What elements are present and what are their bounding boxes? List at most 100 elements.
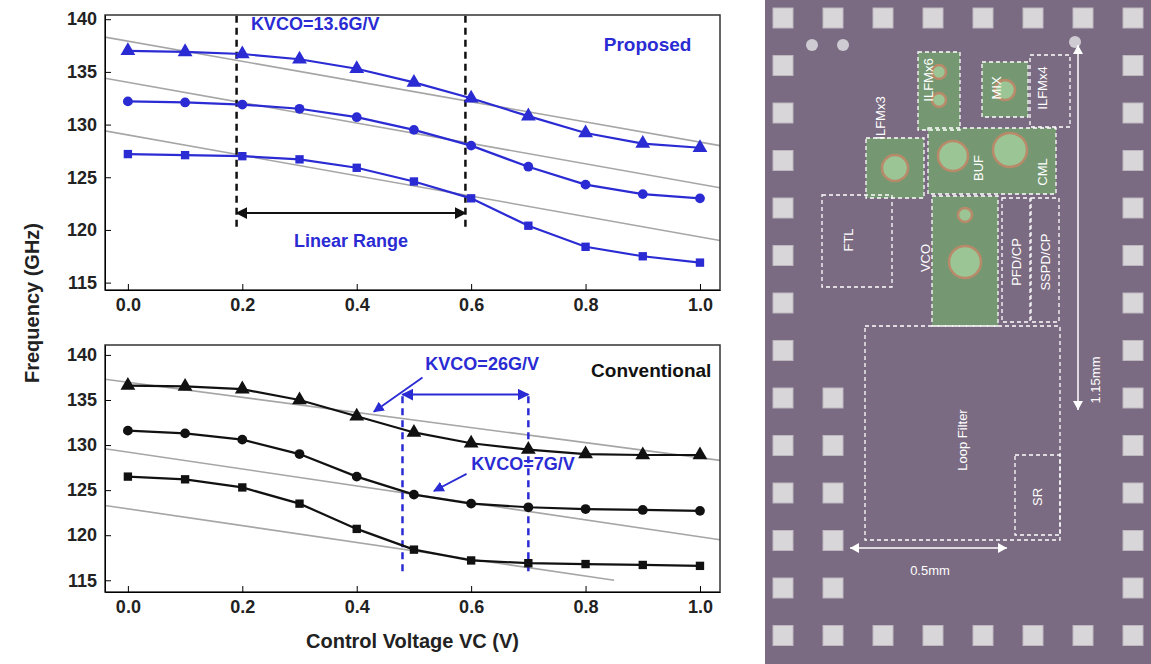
series-marker xyxy=(237,100,247,110)
circuit-block xyxy=(932,196,998,326)
series-marker xyxy=(696,562,704,570)
bond-pad xyxy=(923,8,943,28)
series-marker xyxy=(235,45,250,58)
y-tick-label: 115 xyxy=(68,571,97,591)
fit-line xyxy=(105,78,720,188)
bond-pad xyxy=(1123,56,1143,76)
series-marker xyxy=(295,449,305,459)
bond-pad xyxy=(973,626,993,646)
x-tick-mark xyxy=(357,284,358,290)
y-tick: 140 xyxy=(67,345,111,365)
y-axis-line xyxy=(105,16,106,291)
series-marker xyxy=(352,112,362,122)
block-label: BUF xyxy=(971,155,986,181)
bond-pad xyxy=(773,151,793,171)
block-outline xyxy=(866,138,924,198)
x-axis: 0.00.20.40.60.81.0 xyxy=(106,586,721,617)
series-marker xyxy=(696,258,704,266)
bond-pad xyxy=(823,388,843,408)
series-marker xyxy=(693,446,708,459)
y-tick: 135 xyxy=(67,62,111,82)
dimension-arrowhead xyxy=(1073,45,1083,54)
circuit-block xyxy=(928,128,1056,194)
series-marker xyxy=(581,243,589,251)
bond-pad xyxy=(823,483,843,503)
y-axis: 115120125130135140 xyxy=(67,345,111,592)
y-axis-line xyxy=(105,346,106,593)
y-axis-title: Frequency (GHz) xyxy=(21,223,43,383)
bond-pad xyxy=(773,436,793,456)
block-label: VCO xyxy=(918,244,933,272)
bond-pad xyxy=(1123,531,1143,551)
dimension-arrowhead xyxy=(998,543,1007,553)
block-label: Loop Filter xyxy=(955,409,970,471)
panel: 0.00.20.40.60.81.0115120125130135140Conv… xyxy=(67,345,721,617)
block-outline xyxy=(1030,55,1070,127)
bond-pad xyxy=(773,578,793,598)
bond-pad xyxy=(1123,626,1143,646)
series-marker xyxy=(467,194,475,202)
y-tick-mark xyxy=(105,490,111,491)
y-tick-mark xyxy=(105,230,111,231)
range-arrow xyxy=(402,394,528,396)
block-outline xyxy=(928,128,1056,194)
x-tick-mark xyxy=(242,284,243,290)
y-axis: 115120125130135140 xyxy=(67,9,111,292)
series-marker xyxy=(409,125,419,135)
dimension-arrow xyxy=(850,547,1007,549)
bond-pad xyxy=(823,8,843,28)
annotation: KVCO=26G/V xyxy=(425,354,539,374)
panel: 0.00.20.40.60.81.0115120125130135140Prop… xyxy=(67,9,721,314)
annotation-arrow xyxy=(374,377,423,411)
series-marker xyxy=(578,124,593,137)
block-label: 0.5mm xyxy=(910,563,950,578)
series-marker xyxy=(639,252,647,260)
bond-pad xyxy=(773,103,793,123)
series-marker xyxy=(638,505,648,515)
fit-line xyxy=(105,379,720,460)
block-label: SR xyxy=(1030,488,1045,506)
block-outline xyxy=(1031,198,1059,322)
series-marker xyxy=(353,164,361,172)
inductor xyxy=(958,208,972,222)
y-tick-label: 130 xyxy=(67,115,97,135)
series-marker xyxy=(464,435,479,448)
series-marker xyxy=(524,222,532,230)
fit-line xyxy=(105,131,720,241)
series-marker xyxy=(237,435,247,445)
y-tick-label: 115 xyxy=(68,273,97,293)
plot-frame xyxy=(105,15,720,290)
series-marker xyxy=(693,139,708,152)
block-label: SSPD/CP xyxy=(1038,233,1053,290)
y-tick-label: 130 xyxy=(67,435,97,455)
y-tick-mark xyxy=(105,535,111,536)
range-arrow xyxy=(237,212,466,214)
x-tick: 0.8 xyxy=(574,586,599,617)
bond-pad xyxy=(823,626,843,646)
figure: 0.00.20.40.60.81.0115120125130135140Prop… xyxy=(0,0,1151,664)
y-tick: 115 xyxy=(68,571,111,591)
series-marker xyxy=(407,74,422,87)
x-tick: 0.4 xyxy=(345,284,370,315)
x-tick: 1.0 xyxy=(688,284,713,315)
bond-pad xyxy=(1123,578,1143,598)
dimension-arrowhead xyxy=(1073,401,1083,410)
circuit-block xyxy=(918,52,960,130)
bond-pad xyxy=(773,483,793,503)
bond-pad xyxy=(773,388,793,408)
y-tick-mark xyxy=(105,580,111,581)
series-marker xyxy=(635,135,650,148)
bond-pad xyxy=(1123,436,1143,456)
y-tick-mark xyxy=(105,445,111,446)
range-boundary xyxy=(527,395,530,572)
y-tick: 120 xyxy=(67,220,111,240)
bond-pad xyxy=(1073,8,1093,28)
x-tick: 0.6 xyxy=(459,284,484,315)
bond-pad xyxy=(823,578,843,598)
bond-pad xyxy=(973,8,993,28)
y-tick-mark xyxy=(105,177,111,178)
x-axis-line xyxy=(106,592,721,593)
series-marker xyxy=(466,141,476,151)
x-tick-mark xyxy=(700,586,701,592)
series-marker xyxy=(124,472,132,480)
